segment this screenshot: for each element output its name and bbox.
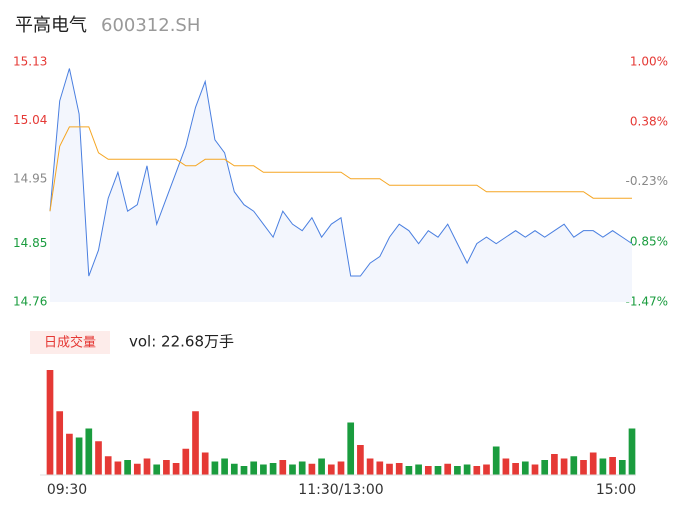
volume-bar [366,458,374,475]
volume-bar [395,463,403,475]
volume-bar [337,461,345,475]
volume-bar [211,461,219,475]
volume-bar [463,464,471,475]
x-tick-label: 15:00 [596,482,636,498]
volume-bar [492,446,500,475]
volume-bar [298,461,306,475]
volume-bar [104,456,112,475]
volume-bar [570,456,578,475]
volume-bar [143,458,151,475]
volume-label: vol: 22.68万手 [129,333,234,351]
volume-bar [56,411,64,475]
volume-bar [386,463,393,475]
volume-bar [347,422,355,475]
y-tick-label: 14.95 [13,171,47,185]
x-tick-label: 09:30 [47,482,87,498]
volume-bar [541,460,549,475]
volume-bar [172,463,180,475]
volume-bar [628,428,636,475]
volume-bar [551,454,558,475]
chart-title: 平高电气 [15,15,87,36]
chart-subtitle: 600312.SH [101,15,200,36]
volume-bar [85,428,93,475]
y-tick-label: 14.85 [13,236,47,250]
volume-bar [114,461,122,475]
volume-bar [240,466,248,475]
volume-bar [327,464,335,475]
volume-bar [512,463,519,475]
volume-bar [434,466,442,475]
volume-title: 日成交量 [44,335,96,351]
volume-bar [289,464,296,475]
volume-bar [531,464,539,475]
volume-bar [133,463,141,475]
volume-bar [260,464,267,475]
volume-bar [95,441,102,475]
volume-bar [618,460,626,475]
volume-bar [250,461,258,475]
volume-bar [454,466,461,475]
volume-bar [599,458,607,475]
y-tick-label: 14.76 [13,295,47,309]
volume-bar [560,458,568,475]
volume-bar [192,411,199,475]
volume-bar [609,457,616,475]
volume-bar [182,448,190,475]
volume-bar [221,458,228,475]
volume-bar [318,458,325,475]
volume-bar [589,452,597,475]
y-tick-label: 15.13 [13,55,47,69]
y2-tick-label: -1.47% [626,295,668,309]
volume-bar [424,466,432,475]
volume-bar [201,452,209,475]
volume-bar [230,463,238,475]
volume-badge [30,331,110,354]
volume-bar [279,460,287,475]
volume-bar [415,464,422,475]
price-line [49,68,633,277]
volume-bar [66,433,73,475]
volume-bar [124,460,131,475]
y-tick-label: 15.04 [13,113,47,127]
volume-bar [444,463,452,475]
volume-bar [580,460,587,475]
y2-tick-label: 0.38% [630,115,668,129]
volume-bar [521,461,529,475]
volume-bar [483,464,490,475]
price-area [50,68,632,303]
volume-bar [357,445,364,475]
volume-bar [163,460,170,475]
volume-bar [405,466,413,475]
volume-bar [308,463,316,475]
average-line [49,126,632,212]
volume-bar [269,463,277,475]
volume-bar [75,437,83,475]
y2-tick-label: -0.23% [626,174,668,188]
x-tick-label: 11:30/13:00 [298,482,383,498]
y2-tick-label: -0.85% [626,234,668,248]
volume-bar [376,461,384,475]
volume-bar [502,458,510,475]
y2-tick-label: 1.00% [630,55,668,69]
volume-bar [153,464,161,475]
volume-bar [46,370,54,475]
volume-bar [473,466,481,475]
